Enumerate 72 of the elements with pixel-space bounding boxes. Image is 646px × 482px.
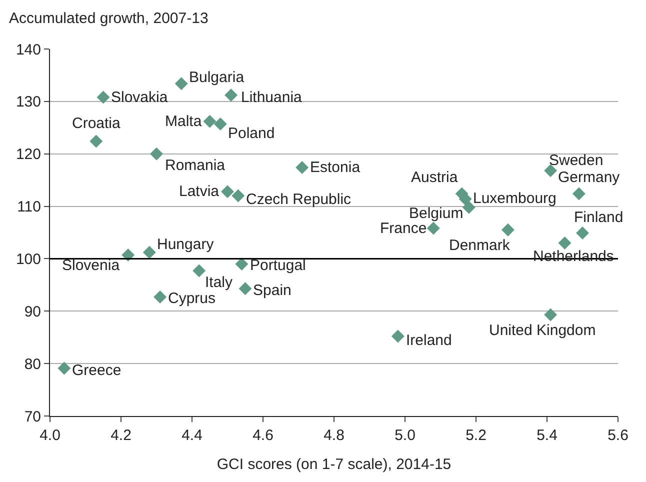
annotation: Bulgaria — [189, 69, 245, 86]
y-tick-label: 70 — [24, 408, 41, 426]
point — [150, 147, 163, 160]
x-tick-label: 4.0 — [40, 427, 60, 444]
annotation: Ireland — [406, 332, 452, 349]
x-tick-label: 4.6 — [252, 427, 274, 444]
annotation: Romania — [165, 157, 226, 174]
point — [238, 282, 252, 296]
annotation: Hungary — [157, 236, 214, 253]
annotation: Germany — [558, 169, 620, 186]
annotation: Greece — [72, 362, 122, 379]
annotation: Slovakia — [111, 89, 168, 106]
point — [391, 330, 404, 343]
point — [462, 200, 476, 214]
point — [572, 187, 586, 200]
y-tick-label: 140 — [16, 41, 41, 58]
y-tick-label: 130 — [16, 94, 41, 111]
point — [90, 134, 103, 148]
annotation: Czech Republic — [246, 191, 352, 208]
annotation: Belgium — [409, 205, 464, 222]
annotation: Austria — [411, 169, 458, 186]
y-tick-label: 110 — [17, 198, 41, 216]
x-tick-label: 4.2 — [110, 427, 132, 444]
annotation: Denmark — [449, 237, 510, 254]
annotation: Sweden — [549, 152, 604, 169]
annotation: France — [380, 220, 427, 237]
annotation: Spain — [253, 282, 292, 299]
point — [221, 185, 234, 198]
annotation: United Kingdom — [489, 322, 596, 339]
annotation: Finland — [574, 209, 624, 226]
x-tick-label: 5.2 — [466, 427, 486, 444]
point — [203, 114, 216, 128]
x-tick-label: 5.4 — [536, 427, 558, 444]
point — [142, 246, 156, 259]
x-tick-label: 5.0 — [394, 427, 416, 444]
annotation: Latvia — [179, 183, 220, 200]
point — [192, 264, 206, 278]
y-tick-label: 120 — [16, 146, 41, 164]
y-tick-label: 80 — [24, 356, 41, 373]
annotation: Lithuania — [241, 89, 303, 106]
point — [214, 117, 227, 130]
annotation: Croatia — [72, 115, 122, 132]
point — [96, 90, 110, 104]
annotation: Estonia — [310, 159, 361, 176]
annotation: Malta — [165, 113, 202, 130]
point — [576, 226, 589, 240]
x-tick-label: 5.6 — [608, 427, 628, 444]
y-axis-title: Accumulated growth, 2007-13 — [9, 10, 208, 27]
point — [232, 189, 245, 202]
x-tick-label: 4.4 — [182, 427, 202, 444]
point — [544, 164, 558, 178]
point — [154, 290, 167, 304]
y-tick-label: 100 — [16, 250, 41, 268]
annotation: Portugal — [250, 257, 306, 274]
point — [174, 77, 188, 90]
annotation: Poland — [228, 125, 275, 142]
y-tick-label: 90 — [24, 303, 41, 320]
x-tick-label: 4.8 — [324, 427, 344, 444]
point — [501, 223, 514, 236]
annotation: Slovenia — [62, 257, 120, 274]
annotation: Cyprus — [168, 290, 216, 307]
point — [58, 362, 71, 375]
point — [558, 236, 572, 250]
annotation: Luxembourg — [473, 190, 556, 207]
point — [122, 248, 135, 262]
point — [296, 160, 309, 174]
point — [426, 222, 440, 235]
x-axis-title: GCI scores (on 1-7 scale), 2014-15 — [216, 456, 452, 473]
annotation: Italy — [205, 274, 234, 291]
point — [544, 308, 558, 322]
point — [224, 88, 238, 102]
point — [235, 257, 248, 270]
